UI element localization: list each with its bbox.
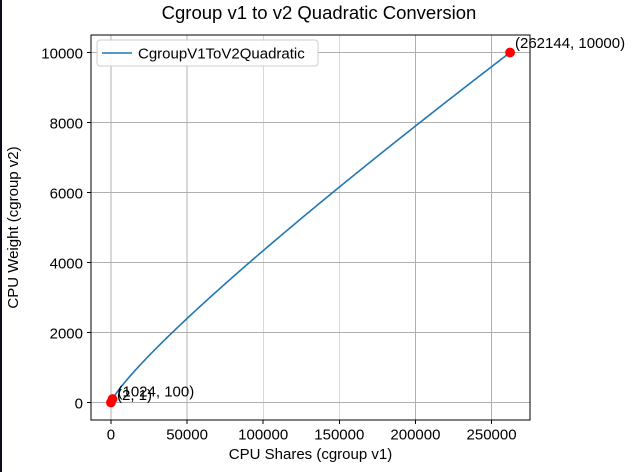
svg-text:10000: 10000 xyxy=(41,45,83,62)
svg-text:250000: 250000 xyxy=(467,427,517,444)
svg-text:4000: 4000 xyxy=(50,255,83,272)
svg-text:8000: 8000 xyxy=(50,115,83,132)
svg-text:100000: 100000 xyxy=(238,427,288,444)
svg-text:0: 0 xyxy=(75,395,83,412)
svg-text:(262144, 10000): (262144, 10000) xyxy=(515,35,625,52)
svg-text:150000: 150000 xyxy=(314,427,364,444)
svg-text:0: 0 xyxy=(107,427,115,444)
svg-text:CgroupV1ToV2Quadratic: CgroupV1ToV2Quadratic xyxy=(138,46,305,63)
svg-text:Cgroup v1 to v2 Quadratic Conv: Cgroup v1 to v2 Quadratic Conversion xyxy=(162,2,477,23)
svg-text:200000: 200000 xyxy=(390,427,440,444)
svg-text:50000: 50000 xyxy=(166,427,208,444)
svg-text:CPU Weight (cgroup v2): CPU Weight (cgroup v2) xyxy=(5,146,22,308)
svg-text:CPU Shares (cgroup v1): CPU Shares (cgroup v1) xyxy=(229,446,392,463)
svg-text:(1024, 100): (1024, 100) xyxy=(118,384,195,401)
svg-text:2000: 2000 xyxy=(50,325,83,342)
svg-text:6000: 6000 xyxy=(50,185,83,202)
